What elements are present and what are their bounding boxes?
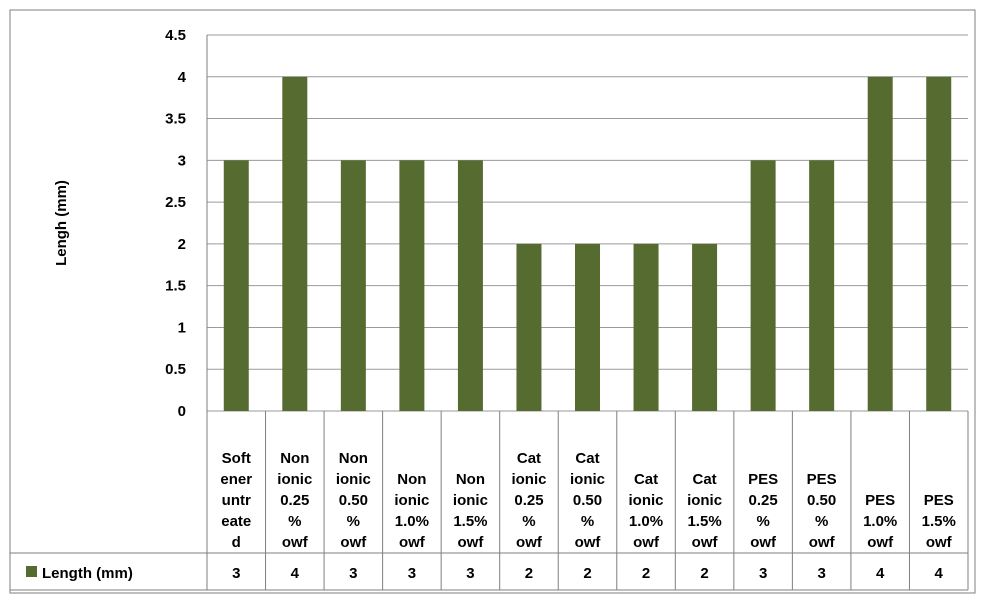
category-label: owf <box>867 534 894 551</box>
bar <box>633 243 659 411</box>
category-label: 0.25 <box>749 492 778 509</box>
data-value-label: 3 <box>349 565 357 582</box>
category-label: owf <box>282 534 309 551</box>
bar <box>575 243 600 411</box>
category-label: d <box>232 534 241 551</box>
category-label: Soft <box>222 450 251 467</box>
bar <box>223 160 249 411</box>
category-label: owf <box>458 534 485 551</box>
y-tick-label: 1.5 <box>165 278 186 295</box>
category-label: 1.0% <box>863 513 897 530</box>
y-tick-label: 0.5 <box>165 361 186 378</box>
category-label: Non <box>397 471 426 488</box>
category-label: 0.50 <box>807 492 836 509</box>
category-label: ionic <box>570 471 605 488</box>
category-label: owf <box>692 534 719 551</box>
y-tick-label: 3.5 <box>165 111 186 128</box>
bar <box>516 243 542 411</box>
category-label: owf <box>926 534 953 551</box>
category-label: untr <box>222 492 251 509</box>
category-label: 0.50 <box>573 492 602 509</box>
data-value-label: 3 <box>817 565 825 582</box>
data-value-label: 2 <box>700 565 708 582</box>
category-label: % <box>347 513 360 530</box>
y-axis-label: Lengh (mm) <box>53 180 70 266</box>
category-label: PES <box>807 471 837 488</box>
data-value-label: 2 <box>583 565 591 582</box>
category-label: Cat <box>517 450 541 467</box>
category-label: Cat <box>634 471 658 488</box>
category-label: ener <box>220 471 252 488</box>
category-label: 0.50 <box>339 492 368 509</box>
category-label: 1.5% <box>687 513 721 530</box>
category-label: owf <box>516 534 543 551</box>
data-value-label: 2 <box>642 565 650 582</box>
data-value-label: 4 <box>935 565 944 582</box>
category-label: Cat <box>692 471 716 488</box>
category-label: PES <box>924 492 954 509</box>
category-label: owf <box>575 534 602 551</box>
category-label: % <box>815 513 828 530</box>
category-label: Non <box>280 450 309 467</box>
data-value-label: 2 <box>525 565 533 582</box>
category-label: ionic <box>629 492 664 509</box>
category-label: ionic <box>453 492 488 509</box>
bar <box>282 76 308 412</box>
category-label: ionic <box>336 471 371 488</box>
category-label: ionic <box>511 471 546 488</box>
category-label: 0.25 <box>514 492 543 509</box>
data-value-label: 3 <box>466 565 474 582</box>
category-label: Non <box>456 471 485 488</box>
category-label: 1.0% <box>395 513 429 530</box>
category-label: owf <box>750 534 777 551</box>
category-label: % <box>522 513 535 530</box>
category-label: % <box>581 513 594 530</box>
category-label: eate <box>221 513 251 530</box>
data-value-label: 3 <box>408 565 416 582</box>
category-label: 1.5% <box>453 513 487 530</box>
y-tick-label: 1 <box>178 319 186 336</box>
bar <box>809 160 835 411</box>
legend-label: Length (mm) <box>42 565 133 582</box>
y-tick-label: 4.5 <box>165 27 186 44</box>
data-value-label: 3 <box>232 565 240 582</box>
category-label: ionic <box>687 492 722 509</box>
data-value-label: 4 <box>876 565 885 582</box>
category-label: % <box>756 513 769 530</box>
y-tick-label: 2.5 <box>165 194 186 211</box>
y-tick-label: 0 <box>178 403 186 420</box>
bar <box>399 160 425 411</box>
bar <box>340 160 366 411</box>
legend-swatch <box>26 566 37 577</box>
bar <box>692 243 718 411</box>
category-label: owf <box>633 534 660 551</box>
category-label: 0.25 <box>280 492 309 509</box>
category-label: % <box>288 513 301 530</box>
y-tick-label: 4 <box>178 69 187 86</box>
data-value-label: 4 <box>291 565 300 582</box>
category-label: PES <box>865 492 895 509</box>
data-value-label: 3 <box>759 565 767 582</box>
category-label: owf <box>809 534 836 551</box>
category-label: owf <box>399 534 426 551</box>
category-label: PES <box>748 471 778 488</box>
bar <box>750 160 776 411</box>
bar <box>867 76 893 412</box>
category-label: Cat <box>575 450 599 467</box>
category-label: ionic <box>394 492 429 509</box>
category-label: owf <box>340 534 367 551</box>
category-label: 1.0% <box>629 513 663 530</box>
bar <box>457 160 483 411</box>
category-label: ionic <box>277 471 312 488</box>
chart-border <box>9 9 976 594</box>
bar <box>926 76 952 412</box>
y-tick-label: 3 <box>178 152 186 169</box>
category-label: Non <box>339 450 368 467</box>
category-label: 1.5% <box>922 513 956 530</box>
y-tick-label: 2 <box>178 236 186 253</box>
